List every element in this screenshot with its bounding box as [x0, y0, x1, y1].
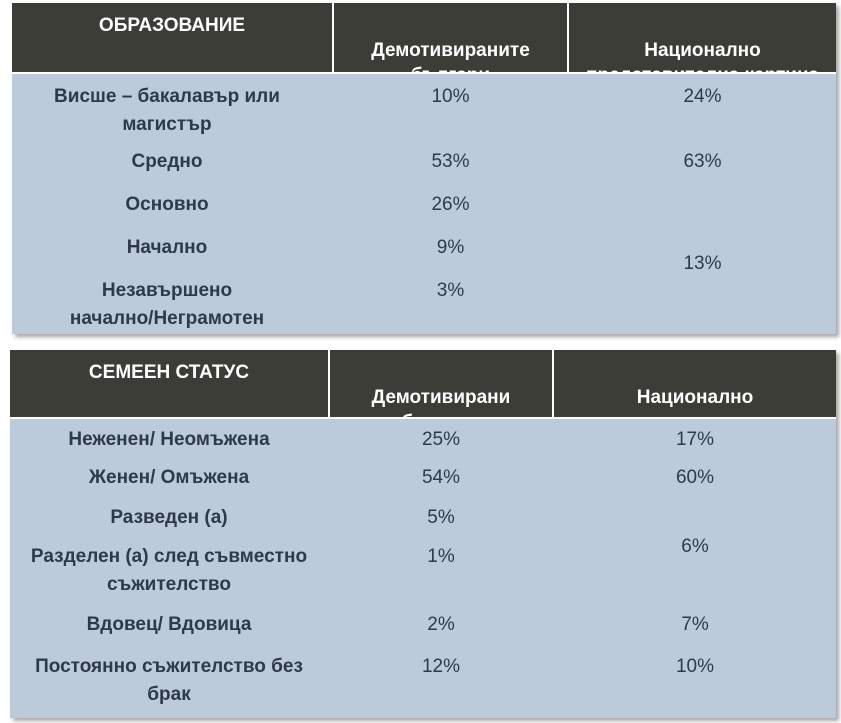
education-row-demotivated: 10%: [431, 86, 470, 107]
education-header-national: Национално представителна картина: [586, 40, 819, 86]
education-row-national: 24%: [683, 86, 722, 107]
family-row-label: Вдовец/ Вдовица: [86, 614, 252, 635]
family-body: Неженен/ Неомъжена 25% 17% Женен/ Омъжен…: [10, 419, 836, 718]
education-row-demotivated: 26%: [431, 194, 470, 215]
family-row-label: Разведен (а): [110, 507, 228, 528]
family-status-table: СЕМЕЕН СТАТУС Демотивирани българи Нацио…: [10, 350, 836, 718]
education-row-label: Начално: [126, 237, 208, 258]
education-row-demotivated: 9%: [436, 237, 465, 258]
family-row-label: Неженен/ Неомъжена: [68, 429, 270, 450]
family-row-demotivated: 54%: [421, 467, 461, 488]
education-row-label: Незавършено начално/Неграмотен: [69, 280, 265, 329]
family-header-national: Национално представителна картина: [579, 387, 812, 433]
family-row-demotivated: 12%: [421, 656, 461, 677]
family-row-demotivated: 25%: [421, 429, 461, 450]
family-row-demotivated: 1%: [427, 546, 455, 567]
education-row-national: 13%: [683, 253, 722, 274]
education-header-demotivated: Демотивираните българи: [371, 40, 530, 86]
education-row-label: Средно: [131, 151, 203, 172]
header-divider: [332, 3, 334, 72]
family-header-row: СЕМЕЕН СТАТУС Демотивирани българи Нацио…: [10, 350, 836, 433]
family-row-label: Постоянно съжителство без брак: [35, 656, 303, 705]
family-row-national: 17%: [675, 429, 715, 450]
education-body: Висше – бакалавър или магистър 10% 24% С…: [12, 74, 836, 334]
education-row-national: 63%: [683, 151, 722, 172]
family-row-label: Разделен (а) след съвместно съжителство: [30, 546, 308, 595]
family-row-national: 10%: [675, 656, 715, 677]
family-row-national: 6%: [681, 536, 709, 557]
education-row-demotivated: 3%: [436, 280, 465, 301]
education-header-row: ОБРАЗОВАНИЕ Демотивираните българи Нацио…: [12, 3, 836, 86]
family-row-demotivated: 2%: [427, 614, 455, 635]
education-row-demotivated: 53%: [431, 151, 470, 172]
family-header-demotivated: Демотивирани българи: [371, 387, 511, 433]
education-row-label: Основно: [125, 194, 209, 215]
education-header-category: ОБРАЗОВАНИЕ: [98, 15, 246, 36]
header-divider: [567, 3, 569, 72]
education-table: ОБРАЗОВАНИЕ Демотивираните българи Нацио…: [12, 3, 836, 334]
header-divider: [552, 350, 554, 417]
education-row-label: Висше – бакалавър или магистър: [54, 86, 280, 135]
family-row-national: 7%: [681, 614, 709, 635]
family-row-demotivated: 5%: [427, 507, 455, 528]
family-header-category: СЕМЕЕН СТАТУС: [88, 362, 250, 383]
header-divider: [328, 350, 330, 417]
family-row-label: Женен/ Омъжена: [88, 467, 250, 488]
family-row-national: 60%: [675, 467, 715, 488]
